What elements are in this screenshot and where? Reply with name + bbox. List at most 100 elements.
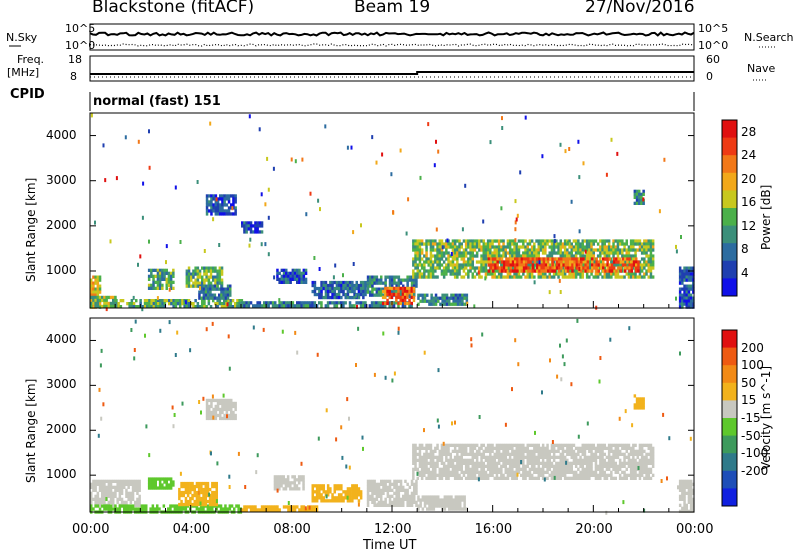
heatmap-noise-cell: [642, 197, 645, 202]
heatmap-cell: [289, 487, 292, 491]
heatmap-cell: [603, 464, 606, 468]
heatmap-cell: [638, 446, 642, 450]
heatmap-cell: [170, 302, 173, 306]
heatmap-cell: [563, 470, 567, 474]
heatmap-cell: [232, 410, 235, 415]
heatmap-cell: [342, 499, 345, 503]
heatmap-cell: [608, 257, 612, 261]
heatmap-cell: [552, 452, 556, 456]
heatmap-cell: [623, 452, 626, 456]
heatmap-cell: [469, 443, 472, 447]
heatmap-cell: [324, 295, 328, 300]
heatmap-cell: [112, 479, 115, 483]
heatmap-cell: [685, 275, 688, 279]
heatmap-cell: [369, 497, 372, 501]
heatmap-cell: [618, 239, 622, 243]
heatmap-cell: [588, 254, 591, 258]
heatmap-cell: [526, 446, 529, 450]
heatmap-cell: [276, 271, 279, 275]
heatmap-cell: [429, 470, 433, 474]
heatmap-cell: [432, 296, 436, 300]
heatmap-cell: [278, 304, 281, 308]
heatmap-cell: [574, 272, 578, 276]
heatmap-cell: [205, 305, 208, 309]
heatmap-cell: [557, 467, 560, 471]
heatmap-cell: [467, 443, 470, 447]
heatmap-cell: [491, 260, 494, 264]
heatmap-cell: [467, 464, 470, 468]
heatmap-cell: [322, 484, 325, 488]
heatmap-cell: [172, 480, 175, 484]
heatmap-cell: [384, 304, 387, 308]
heatmap-cell: [287, 508, 290, 512]
heatmap-cell: [418, 269, 422, 273]
heatmap-cell: [591, 269, 594, 273]
heatmap-cell: [551, 257, 554, 261]
heatmap-cell: [559, 245, 562, 249]
heatmap-cell: [568, 443, 571, 447]
heatmap-cell: [537, 251, 540, 255]
heatmap-cell: [127, 479, 130, 483]
heatmap-cell: [271, 301, 275, 305]
heatmap-cell: [223, 203, 226, 207]
heatmap-cell: [382, 293, 385, 297]
heatmap-cell: [402, 284, 405, 288]
heatmap-cell: [458, 455, 461, 459]
heatmap-cell: [318, 493, 321, 497]
heatmap-cell: [206, 507, 210, 511]
heatmap-cell: [346, 289, 350, 294]
heatmap-cell: [136, 491, 139, 495]
heatmap-cell: [158, 507, 161, 511]
heatmap-cell: [651, 275, 655, 279]
heatmap-cell: [125, 491, 128, 495]
heatmap-cell: [478, 275, 481, 279]
heatmap-cell: [161, 486, 164, 490]
heatmap-cell: [441, 299, 444, 303]
heatmap-cell: [440, 449, 444, 453]
heatmap-cell: [313, 283, 317, 288]
heatmap-cell: [606, 263, 609, 267]
heatmap-cell: [393, 482, 396, 486]
heatmap-cell: [158, 280, 162, 284]
heatmap-cell: [436, 473, 439, 477]
heatmap-cell: [118, 504, 122, 508]
heatmap-cell: [245, 508, 248, 512]
heatmap-cell: [504, 464, 507, 468]
heatmap-cell: [588, 248, 591, 252]
heatmap-cell: [94, 281, 97, 285]
heatmap-cell: [442, 269, 446, 273]
heatmap-cell: [647, 470, 650, 474]
heatmap-cell: [211, 287, 214, 291]
heatmap-cell: [337, 496, 341, 500]
heatmap-cell: [184, 507, 188, 511]
heatmap-cell: [568, 449, 571, 453]
heatmap-cell: [572, 275, 576, 279]
heatmap-cell: [410, 482, 414, 486]
heatmap-cell: [623, 242, 626, 246]
heatmap-cell: [165, 277, 168, 281]
heatmap-cell: [212, 413, 215, 418]
heatmap-cell: [528, 473, 532, 477]
heatmap-cell: [482, 269, 485, 273]
heatmap-cell: [215, 507, 218, 511]
heatmap-cell: [353, 292, 356, 297]
heatmap-cell: [204, 484, 207, 489]
heatmap-cell: [92, 295, 95, 300]
heatmap-cell: [531, 257, 535, 261]
heatmap-cell: [205, 269, 208, 273]
heatmap-cell: [651, 257, 655, 261]
heatmap-cell: [451, 260, 455, 264]
heatmap-cell: [605, 254, 609, 258]
heatmap-cell: [489, 467, 492, 471]
heatmap-cell: [427, 455, 430, 459]
heatmap-cell: [506, 476, 510, 480]
heatmap-cell: [515, 251, 518, 255]
heatmap-cell: [216, 404, 220, 409]
heatmap-cell: [508, 470, 512, 474]
heatmap-cell: [207, 290, 210, 294]
heatmap-cell: [489, 464, 492, 468]
heatmap-cell: [612, 245, 615, 249]
heatmap-cell: [489, 266, 493, 270]
heatmap-cell: [96, 275, 100, 279]
heatmap-cell: [546, 458, 549, 462]
